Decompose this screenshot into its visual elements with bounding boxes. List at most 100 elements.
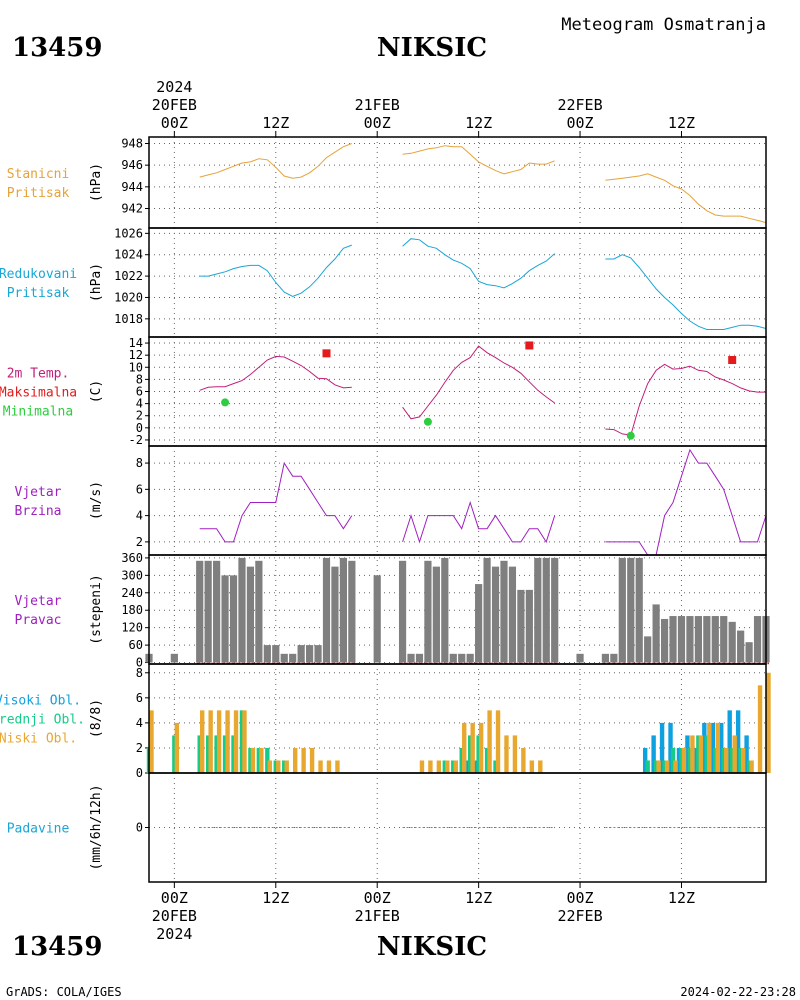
date-label-top: 20FEB [152, 96, 197, 114]
tmax-marker [322, 349, 331, 358]
y-tick-label: 12 [129, 348, 143, 362]
cloud-bar [662, 760, 667, 773]
y-axis-title: (hPa) [89, 263, 104, 302]
y-tick-label: 2 [136, 741, 143, 755]
panel-frame [148, 772, 767, 883]
credit-text: GrADS: COLA/IGES [6, 985, 122, 999]
cloud-bar [326, 760, 332, 773]
cloud-bar [459, 747, 464, 773]
cloud-bar [478, 722, 484, 773]
cloud-bar [676, 747, 682, 773]
panel-label: 2m Temp. [7, 367, 70, 382]
time-label-bottom: 12Z [668, 889, 695, 907]
wind-direction-bar [745, 642, 753, 663]
cloud-bar [335, 760, 340, 773]
tmin-marker [221, 398, 230, 407]
wind-direction-bar [289, 653, 297, 663]
year-label-bottom: 2024 [156, 925, 192, 943]
cloud-bar [538, 760, 543, 773]
product-title: Meteogram Osmatranja [561, 15, 766, 35]
cloud-bar [233, 710, 239, 773]
cloud-bar [724, 747, 729, 773]
cloud-bar [653, 760, 659, 773]
wind-direction-bar [246, 566, 255, 663]
cloud-bar [476, 735, 481, 773]
cloud-bar [451, 760, 456, 773]
y-tick-label: 4 [136, 509, 143, 523]
cloud-bar [242, 710, 247, 773]
station-name-bottom: NIKSIC [377, 932, 487, 962]
tmin-marker [626, 431, 635, 440]
y-axis-title: (stepeni) [89, 574, 104, 644]
wind-direction-bar [196, 560, 204, 663]
wind-direction-bar [576, 653, 584, 663]
wind-direction-bar [618, 557, 626, 663]
tmin-marker [423, 417, 432, 426]
series-line [605, 254, 767, 330]
y-tick-label: 6 [136, 482, 143, 496]
cloud-bar [462, 722, 467, 773]
wind-direction-bar [466, 653, 474, 663]
cloud-bar [746, 760, 752, 773]
wind-direction-bar [669, 616, 677, 663]
time-label-top: 12Z [465, 114, 492, 132]
series-line [402, 345, 555, 420]
time-label-bottom: 00Z [567, 889, 594, 907]
cloud-bar [309, 747, 315, 773]
cloud-bar [642, 747, 648, 773]
wind-direction-bar [677, 616, 686, 663]
wind-direction-bar [305, 645, 314, 663]
station-id-bottom: 13459 [12, 932, 102, 962]
panel-pressure: 942 944 946 948 (hPa) Stanicni Pritisak [7, 136, 767, 229]
panel-frame [148, 227, 767, 338]
panel-label: Vjetar [15, 594, 62, 609]
cloud-bar [250, 747, 256, 773]
wind-direction-bar [424, 560, 432, 663]
cloud-bar [292, 747, 298, 773]
wind-direction-bar [686, 616, 694, 663]
y-tick-label: 0 [136, 421, 143, 435]
wind-direction-bar [314, 645, 322, 663]
cloud-bar [301, 747, 306, 773]
wind-direction-bar [238, 557, 246, 663]
date-label-top: 22FEB [557, 96, 602, 114]
wind-direction-bar [601, 653, 610, 663]
wind-direction-bar [542, 557, 550, 663]
series-line [402, 500, 556, 544]
y-axis-title: (8/8) [89, 699, 104, 738]
series-line [605, 173, 767, 224]
wind-direction-bar [483, 557, 491, 663]
wind-direction-bar [644, 636, 652, 663]
cloud-bar [702, 722, 707, 773]
cloud-bar [721, 747, 726, 773]
panel-label: Vjetar [15, 485, 62, 500]
wind-direction-bar [398, 560, 407, 663]
y-tick-label: 1022 [114, 269, 143, 283]
cloud-bar [495, 710, 501, 773]
series-line [402, 145, 555, 175]
y-tick-label: 946 [121, 158, 143, 172]
wind-direction-bar [339, 557, 347, 663]
cloud-bar [757, 685, 763, 773]
y-tick-label: 1026 [114, 226, 143, 240]
wind-direction-bar [627, 557, 635, 663]
cloud-bar [681, 747, 687, 773]
cloud-bar [713, 747, 718, 773]
wind-direction-bar [407, 653, 415, 663]
wind-direction-bar [280, 653, 288, 663]
panel-label: Redukovani [0, 267, 77, 282]
cloud-bar [208, 710, 213, 773]
y-tick-label: 6 [136, 385, 143, 399]
cloud-bar [467, 735, 473, 773]
cloud-bar [685, 735, 690, 773]
wind-direction-bar [170, 653, 178, 663]
panel-label: Niski Obl. [0, 732, 77, 747]
wind-direction-bar [449, 653, 457, 663]
timestamp-text: 2024-02-22-23:28 [680, 985, 796, 999]
cloud-bar [707, 722, 712, 773]
cloud-bar [473, 760, 479, 773]
y-tick-label: 240 [121, 586, 143, 600]
wind-direction-bar [551, 557, 559, 663]
y-tick-label: 120 [121, 621, 143, 635]
cloud-bar [222, 735, 228, 773]
